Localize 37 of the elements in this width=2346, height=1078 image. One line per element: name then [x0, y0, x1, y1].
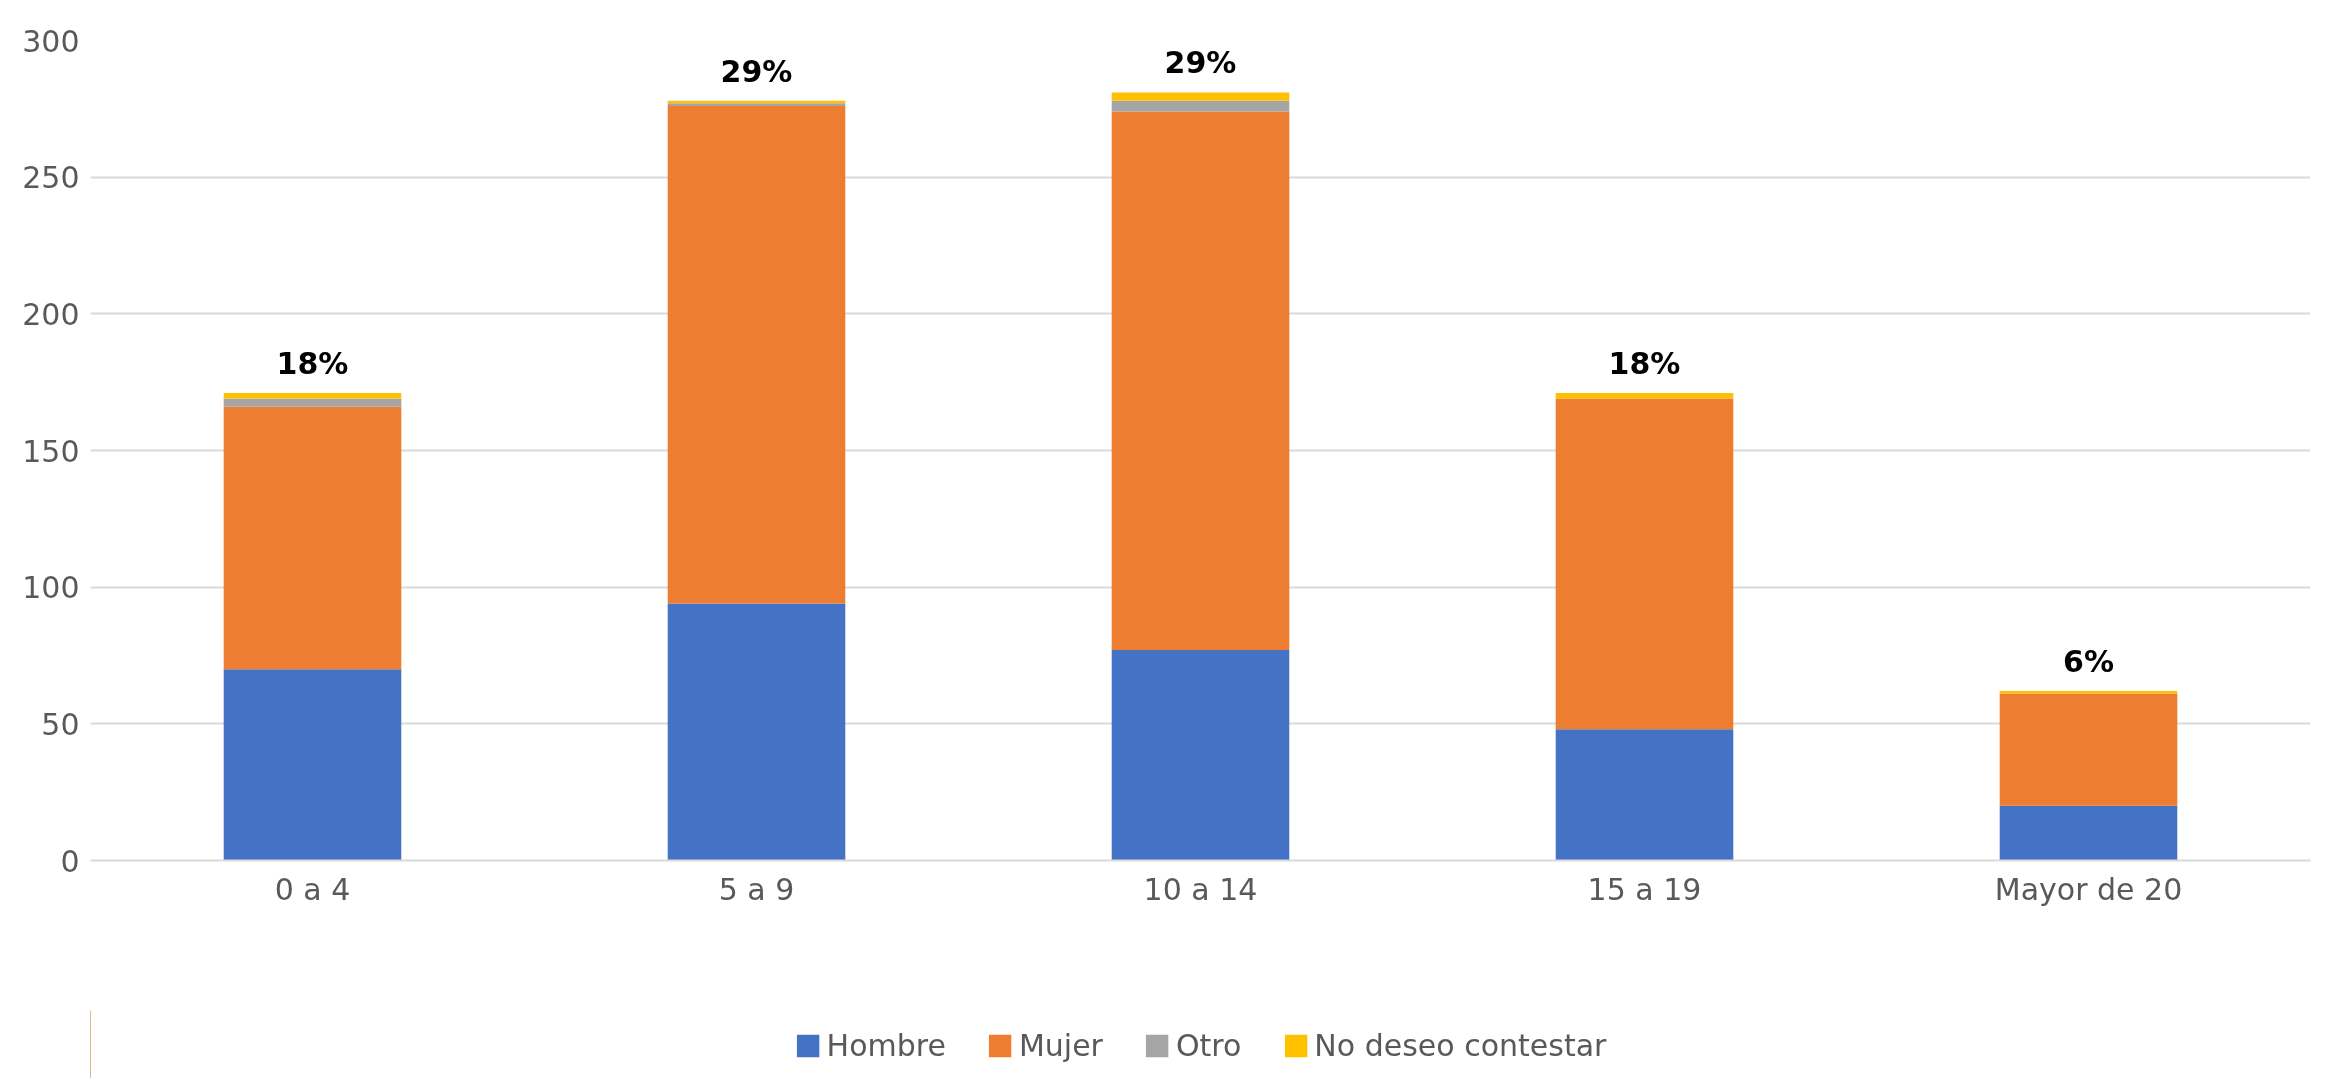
x-tick-label: 0 a 4: [274, 871, 351, 907]
bar: [1111, 111, 1290, 651]
annotation: 6%: [2063, 644, 2114, 680]
bar: [1555, 398, 1734, 730]
y-tick-label: 150: [22, 433, 80, 469]
bar: [1999, 693, 2178, 806]
annotation: 18%: [1608, 346, 1681, 382]
x-tick-label: 5 a 9: [718, 871, 795, 907]
y-tick-label: 0: [60, 843, 80, 879]
y-tick-label: 200: [22, 296, 80, 332]
bar: [223, 406, 402, 670]
bar: [1555, 393, 1734, 399]
annotation: 29%: [1164, 45, 1237, 81]
y-tick-label: 300: [22, 23, 80, 59]
y-tick-label: 50: [41, 706, 80, 742]
y-tick-label: 100: [22, 570, 80, 606]
x-tick-label: 15 a 19: [1587, 871, 1702, 907]
legend-label: Hombre: [826, 1027, 946, 1063]
legend-label: No deseo contestar: [1314, 1027, 1607, 1063]
x-tick-label: 10 a 14: [1143, 871, 1258, 907]
bar: [1111, 92, 1290, 101]
bar: [667, 603, 846, 861]
bar: [1999, 805, 2178, 861]
x-tick-label: Mayor de 20: [1994, 871, 2183, 907]
bar: [223, 393, 402, 399]
bar: [1555, 729, 1734, 861]
bar: [1999, 691, 2178, 694]
bar: [667, 106, 846, 604]
bar: [1111, 650, 1290, 861]
bar: [1111, 100, 1290, 112]
legend-label: Otro: [1175, 1027, 1242, 1063]
bar: [223, 669, 402, 861]
legend-label: Mujer: [1018, 1027, 1103, 1063]
annotation: 29%: [720, 53, 793, 89]
bar: [223, 398, 402, 407]
y-tick-label: 250: [22, 160, 80, 196]
annotation: 18%: [276, 346, 349, 382]
